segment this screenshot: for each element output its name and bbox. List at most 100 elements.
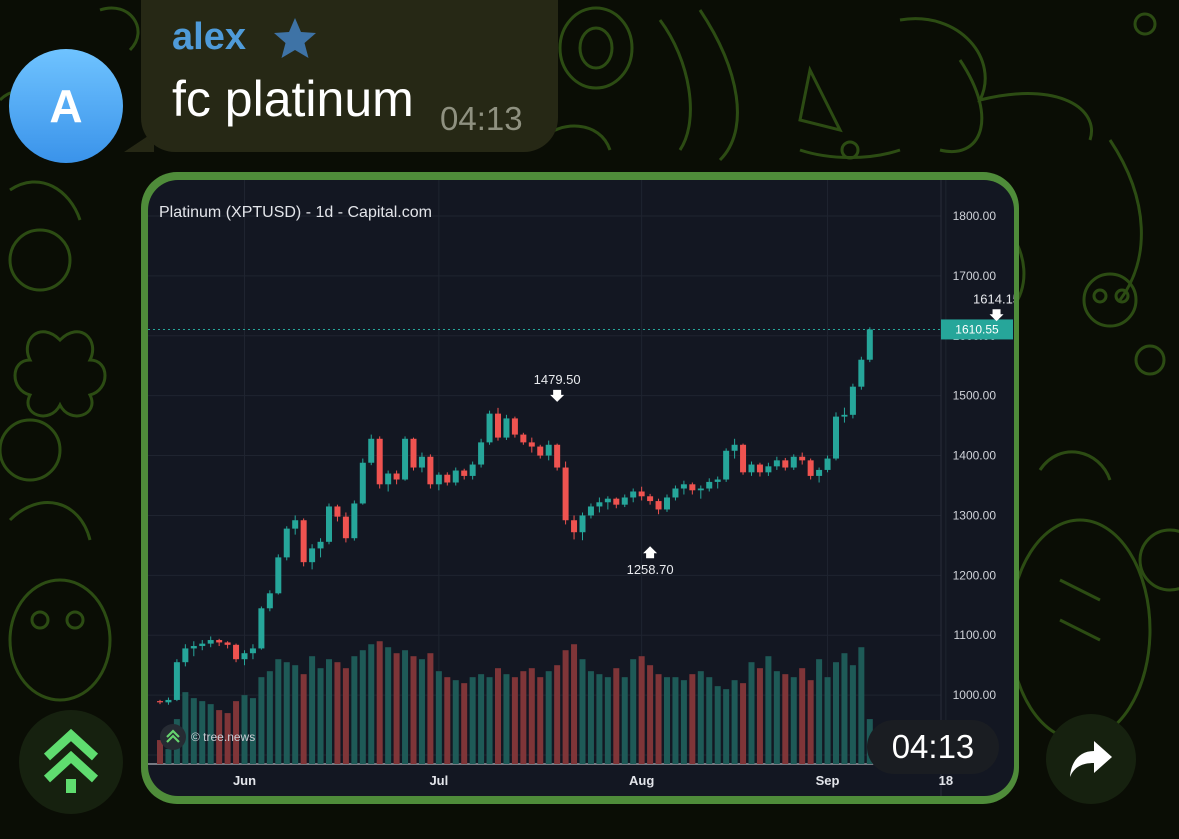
- volume-bar-down: [520, 671, 527, 764]
- media-message[interactable]: 1800.001700.001600.001500.001400.001300.…: [141, 172, 1019, 804]
- candle-up: [418, 456, 425, 468]
- candle-up: [435, 474, 442, 485]
- candle-up: [748, 464, 755, 473]
- last-price-tag: [941, 319, 1013, 340]
- volume-bar-up: [706, 677, 713, 764]
- candle-down: [613, 498, 620, 505]
- candle-up: [672, 488, 679, 498]
- volume-bar-up: [207, 704, 214, 764]
- candle-down: [300, 520, 307, 563]
- volume-bar-up: [604, 677, 611, 764]
- y-tick-label: 1200.00: [953, 568, 997, 582]
- x-tick-label: Aug: [629, 773, 654, 788]
- volume-bar-up: [266, 671, 273, 764]
- volume-bar-up: [418, 659, 425, 764]
- y-tick-label: 1500.00: [953, 389, 997, 403]
- y-tick-label: 1100.00: [954, 628, 997, 642]
- candle-up: [697, 488, 704, 491]
- annotation-label: 1258.70: [627, 562, 674, 577]
- candle-up: [816, 469, 823, 476]
- candle-down: [756, 464, 763, 473]
- y-tick-label: 1300.00: [953, 508, 997, 522]
- volume-bar-up: [630, 659, 637, 764]
- candle-up: [604, 498, 611, 503]
- volume-bar-down: [537, 677, 544, 764]
- candle-down: [647, 496, 654, 502]
- candle-up: [706, 481, 713, 489]
- volume-bar-down: [807, 680, 814, 764]
- candle-down: [216, 640, 223, 643]
- candle-down: [224, 642, 231, 645]
- volume-bar-up: [351, 656, 358, 764]
- avatar[interactable]: A: [9, 49, 123, 163]
- candle-up: [478, 442, 485, 465]
- volume-bar-up: [182, 692, 189, 764]
- volume-bar-up: [241, 695, 248, 764]
- candle-up: [368, 438, 375, 463]
- candle-down: [461, 470, 468, 476]
- candle-up: [664, 497, 670, 510]
- volume-bar-up: [773, 671, 780, 764]
- price-chart: 1800.001700.001600.001500.001400.001300.…: [148, 180, 1014, 796]
- scroll-to-bottom-button[interactable]: [19, 710, 123, 814]
- volume-bar-down: [216, 710, 223, 764]
- volume-bar-up: [478, 674, 485, 764]
- y-tick-label: 1000.00: [953, 688, 997, 702]
- candle-up: [841, 414, 848, 417]
- x-tick-label: Jul: [429, 773, 448, 788]
- candle-down: [444, 474, 451, 483]
- candle-up: [680, 484, 687, 489]
- sender-name[interactable]: alex: [172, 16, 246, 58]
- volume-bar-up: [545, 671, 552, 764]
- volume-bar-up: [697, 671, 704, 764]
- chart-video-preview[interactable]: 1800.001700.001600.001500.001400.001300.…: [148, 180, 1014, 796]
- volume-bar-up: [765, 656, 772, 764]
- volume-bar-up: [849, 665, 856, 764]
- volume-bar-up: [816, 659, 823, 764]
- volume-bar-up: [165, 749, 172, 764]
- candle-up: [165, 699, 172, 703]
- candle-up: [258, 608, 265, 649]
- candle-up: [503, 418, 510, 438]
- volume-bar-down: [157, 740, 163, 764]
- message-bubble[interactable]: alex fc platinum 04:13: [141, 0, 558, 152]
- candle-down: [554, 444, 561, 468]
- watermark-text: © tree.news: [191, 730, 256, 744]
- volume-bar-up: [368, 644, 375, 764]
- candle-up: [858, 359, 865, 387]
- candle-up: [723, 450, 730, 480]
- candle-up: [249, 648, 256, 654]
- volume-bar-up: [435, 671, 442, 764]
- candle-up: [579, 515, 586, 533]
- volume-bar-up: [469, 677, 476, 764]
- candle-up: [486, 413, 493, 443]
- volume-bar-down: [410, 656, 417, 764]
- x-tick-label: 18: [939, 773, 953, 788]
- candle-down: [157, 701, 163, 703]
- volume-bar-up: [714, 686, 721, 764]
- volume-bar-down: [376, 641, 383, 764]
- candle-up: [182, 648, 189, 663]
- volume-bar-up: [833, 662, 839, 764]
- candle-up: [714, 479, 721, 482]
- candle-up: [731, 444, 738, 451]
- candle-up: [849, 386, 856, 415]
- volume-bar-up: [680, 680, 687, 764]
- volume-bar-down: [528, 668, 535, 764]
- candle-up: [283, 528, 290, 558]
- forward-button[interactable]: [1046, 714, 1136, 804]
- candle-up: [790, 456, 797, 468]
- volume-bar-down: [782, 674, 789, 764]
- volume-bar-up: [723, 689, 730, 764]
- volume-bar-down: [655, 674, 662, 764]
- candle-down: [689, 484, 696, 491]
- candle-down: [638, 491, 645, 497]
- candle-down: [410, 438, 417, 468]
- volume-bar-up: [359, 650, 366, 764]
- watermark: © tree.news: [160, 724, 255, 750]
- candle-up: [275, 557, 282, 594]
- candle-up: [351, 503, 358, 539]
- volume-bar-up: [858, 647, 865, 764]
- volume-bar-down: [334, 662, 341, 764]
- annotation-arrow-down: [550, 389, 565, 402]
